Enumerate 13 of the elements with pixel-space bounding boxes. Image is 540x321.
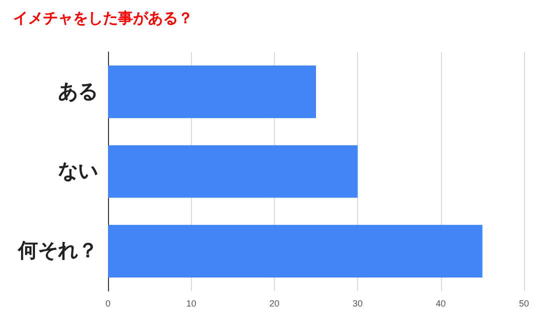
y-tick-label: 何それ？ xyxy=(17,240,98,262)
chart-title: イメチャをした事がある？ xyxy=(13,10,193,27)
x-tick-label: 30 xyxy=(352,298,363,308)
bar xyxy=(108,66,316,118)
bar xyxy=(108,224,482,278)
x-tick-label: 0 xyxy=(105,298,111,308)
x-tick-label: 50 xyxy=(518,298,530,308)
y-tick-label: ない xyxy=(58,160,98,182)
x-tick-label: 20 xyxy=(269,298,280,308)
x-tick-label: 10 xyxy=(186,298,196,308)
x-tick-label: 40 xyxy=(436,298,446,308)
bar xyxy=(108,145,358,198)
y-tick-label: ある xyxy=(58,80,98,103)
